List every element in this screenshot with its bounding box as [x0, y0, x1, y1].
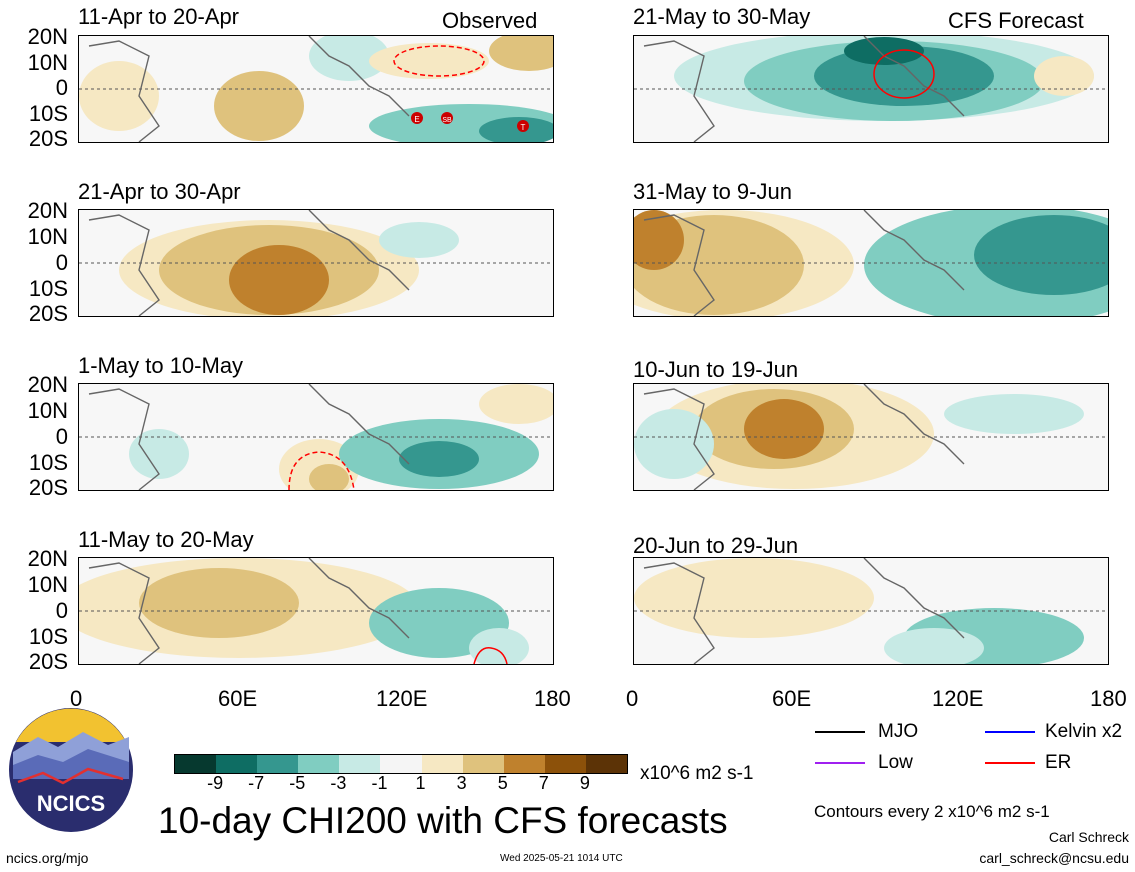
lat-label: 10S: [28, 624, 68, 649]
main-title: 10-day CHI200 with CFS forecasts: [158, 800, 728, 841]
author-name: Carl Schreck: [1048, 829, 1129, 845]
lat-label: 20N: [27, 24, 68, 49]
map-panel-4: [78, 557, 554, 665]
lat-label: 10N: [27, 398, 68, 423]
lat-label: 10N: [27, 50, 68, 75]
legend-line-mjo: [815, 731, 865, 733]
legend-line-kelvin: [985, 731, 1035, 733]
colorbar-tick-label: 9: [579, 773, 590, 793]
lat-label: 20N: [27, 372, 68, 397]
panel-title-2: 21-Apr to 30-Apr: [78, 179, 241, 204]
lat-label: 20N: [27, 546, 68, 571]
storm-marker-icon: [517, 120, 529, 132]
legend-line-er: [985, 762, 1035, 764]
legend-line-low: [815, 762, 865, 764]
colorbar-tick-label: -9: [207, 773, 224, 793]
lat-label: 20S: [28, 475, 68, 500]
logo-text: NCICS: [37, 791, 105, 816]
lon-label: 120E: [376, 686, 428, 711]
panel-title-4: 11-May to 20-May: [78, 527, 254, 552]
colorbar-tick-label: 5: [497, 773, 508, 793]
map-panel-7: [633, 383, 1109, 491]
colorbar-swatch: [503, 755, 546, 773]
colorbar-tick-label: -7: [248, 773, 265, 793]
storm-marker-icon: [441, 112, 453, 124]
lat-label: 20S: [28, 649, 68, 674]
lat-label: 0: [55, 424, 68, 449]
lon-label: 180: [1090, 686, 1127, 711]
colorbar-tick-label: -5: [289, 773, 306, 793]
lat-label: 20S: [28, 301, 68, 326]
timestamp: Wed 2025-05-21 1014 UTC: [500, 853, 623, 864]
storm-marker-sb: SB: [442, 117, 452, 124]
colorbar-tick-label: 1: [415, 773, 426, 793]
panel-title-1: 11-Apr to 20-Apr: [78, 4, 240, 29]
colorbar-units: x10^6 m2 s-1: [640, 763, 754, 784]
panel-title-3: 1-May to 10-May: [78, 353, 244, 378]
storm-marker-e: E: [414, 115, 419, 124]
map-panel-2: [78, 209, 554, 317]
colorbar-tick-label: -1: [371, 773, 388, 793]
map-panel-8: [633, 557, 1109, 665]
panel-title-8: 20-Jun to 29-Jun: [633, 533, 799, 558]
colorbar-swatch: [544, 755, 587, 773]
lat-label: 0: [55, 598, 68, 623]
cfs-forecast-label: CFS Forecast: [948, 8, 1084, 33]
colorbar-swatch: [380, 755, 423, 773]
colorbar-swatch: [298, 755, 341, 773]
lat-label: 20N: [27, 198, 68, 223]
lat-label: 20S: [28, 126, 68, 151]
contour-note: Contours every 2 x10^6 m2 s-1: [814, 802, 1050, 821]
colorbar-swatch: [421, 755, 464, 773]
lat-label: 0: [55, 250, 68, 275]
lat-label: 10N: [27, 224, 68, 249]
lon-label: 0: [70, 686, 83, 711]
lat-label: 10N: [27, 572, 68, 597]
colorbar-tick-label: 7: [538, 773, 549, 793]
legend-label-kelvin: Kelvin x2: [1045, 721, 1123, 742]
lon-label: 180: [534, 686, 571, 711]
map-panel-3: [78, 383, 554, 491]
storm-marker-t: T: [521, 123, 526, 132]
colorbar-swatch: [339, 755, 382, 773]
legend-label-mjo: MJO: [878, 721, 919, 742]
panel-title-6: 31-May to 9-Jun: [633, 179, 792, 204]
observed-label: Observed: [442, 8, 538, 33]
lon-label: 120E: [932, 686, 984, 711]
lon-label: 0: [626, 686, 639, 711]
lon-label: 60E: [772, 686, 812, 711]
author-email[interactable]: carl_schreck@ncsu.edu: [979, 850, 1129, 866]
colorbar-tick-label: -3: [330, 773, 347, 793]
legend-label-er: ER: [1045, 752, 1072, 773]
lat-label: 10S: [28, 450, 68, 475]
lon-label: 60E: [218, 686, 258, 711]
storm-marker-icon: [411, 112, 423, 124]
map-panel-6: [633, 209, 1109, 317]
lat-label: 10S: [28, 276, 68, 301]
colorbar: [174, 754, 628, 774]
ncics-logo: NCICS: [8, 707, 134, 833]
map-panel-1: E SB T: [78, 35, 554, 143]
colorbar-swatch: [175, 755, 218, 773]
colorbar-swatch: [585, 755, 627, 773]
panel-title-5: 21-May to 30-May: [633, 4, 811, 29]
site-url[interactable]: ncics.org/mjo: [6, 850, 89, 866]
map-panel-5: [633, 35, 1109, 143]
lat-label: 10S: [28, 101, 68, 126]
colorbar-swatch: [462, 755, 505, 773]
ncics-logo-icon: NCICS: [9, 708, 133, 832]
colorbar-swatch: [257, 755, 300, 773]
colorbar-swatch: [216, 755, 259, 773]
colorbar-tick-label: 3: [456, 773, 467, 793]
legend-label-low: Low: [878, 752, 913, 773]
panel-title-7: 10-Jun to 19-Jun: [633, 357, 799, 382]
lat-label: 0: [55, 75, 68, 100]
